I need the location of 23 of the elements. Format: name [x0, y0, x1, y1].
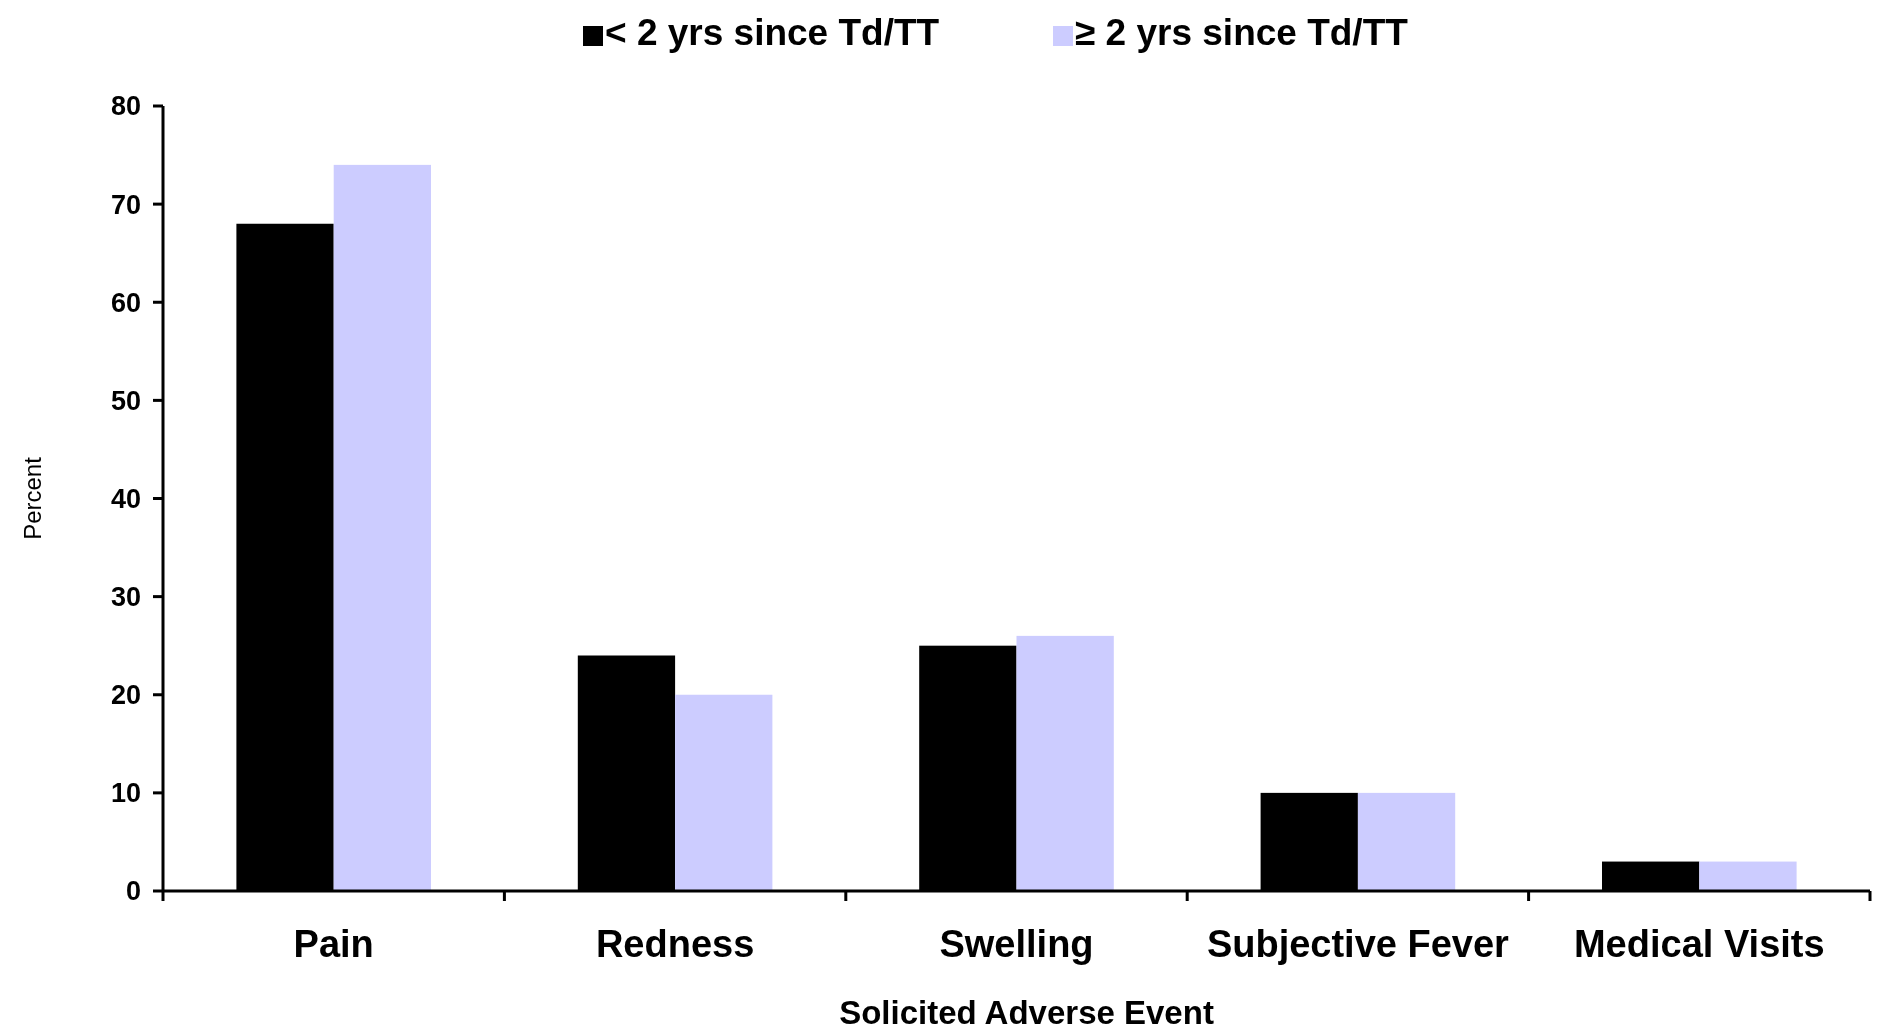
- legend-label: ≥ 2 yrs since Td/TT: [1075, 12, 1409, 53]
- y-tick-label: 70: [110, 189, 141, 220]
- y-tick-label: 80: [110, 91, 141, 122]
- x-tick-label: Swelling: [939, 923, 1094, 965]
- y-tick-label: 40: [110, 483, 141, 514]
- bar: [1357, 792, 1456, 891]
- bar: [333, 164, 431, 891]
- y-tick-label: 50: [110, 385, 141, 416]
- x-tick-label: Redness: [595, 923, 755, 965]
- legend-label: < 2 yrs since Td/TT: [605, 12, 940, 53]
- x-axis-title: Solicited Adverse Event: [839, 994, 1214, 1031]
- x-tick-label: Subjective Fever: [1206, 923, 1510, 965]
- y-tick-label: 30: [110, 582, 141, 613]
- y-tick-label: 60: [110, 287, 141, 318]
- y-tick-label: 0: [125, 876, 141, 907]
- y-axis-title: Percent: [19, 456, 46, 540]
- x-tick-label: Medical Visits: [1573, 923, 1825, 965]
- y-tick-label: 10: [110, 778, 141, 809]
- x-tick-label: Pain: [293, 923, 374, 965]
- bar: [1699, 861, 1797, 891]
- bar: [1016, 635, 1114, 891]
- bar: [675, 694, 773, 891]
- y-tick-label: 20: [110, 680, 141, 711]
